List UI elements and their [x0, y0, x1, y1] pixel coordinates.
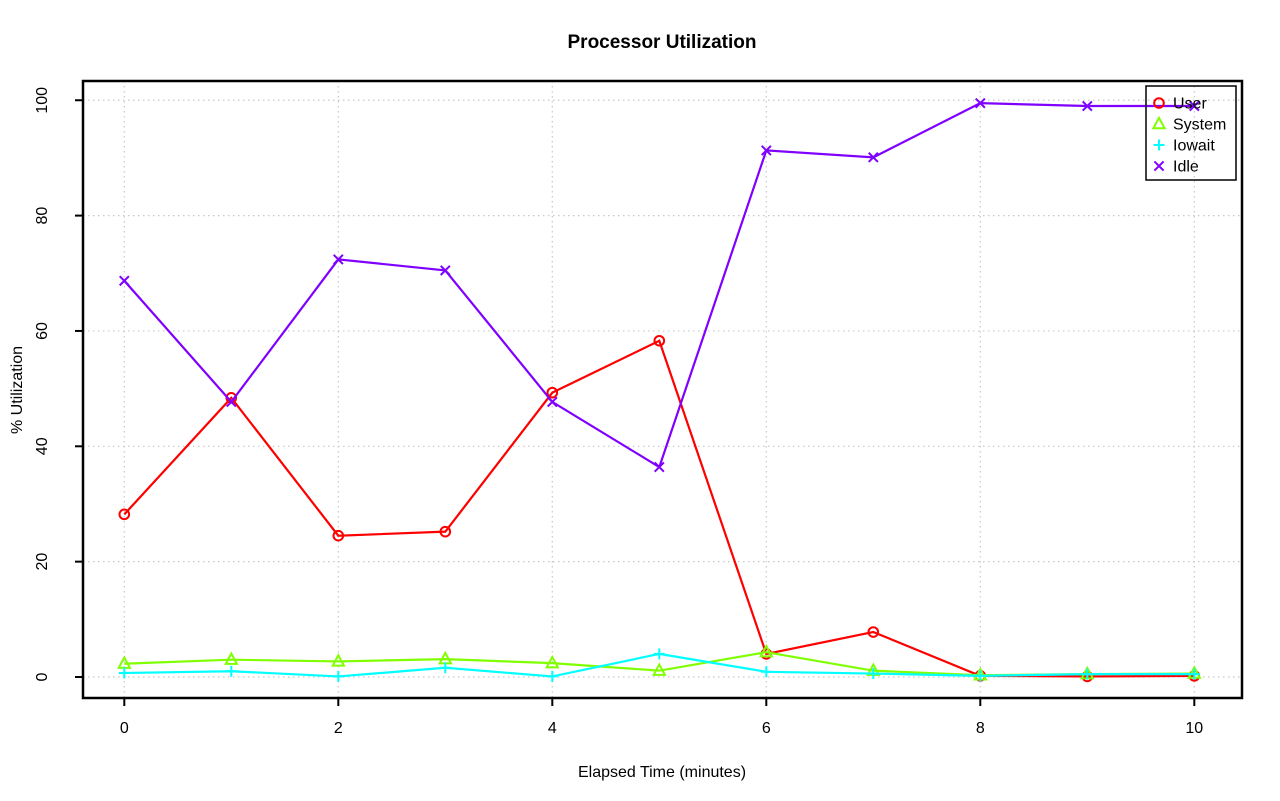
legend-x-icon: [1153, 160, 1165, 172]
series-iowait-point: [653, 648, 665, 660]
series-system-point: [652, 662, 667, 676]
series-iowait-point: [1081, 668, 1093, 680]
y-tick-label: 100: [34, 87, 51, 114]
legend-item-system: System: [1151, 115, 1226, 134]
y-axis-title: % Utilization: [9, 346, 26, 434]
legend-label: Iowait: [1173, 138, 1215, 155]
series-idle-point: [332, 254, 344, 265]
series-user-point: [546, 386, 559, 399]
series-system-point: [759, 643, 774, 658]
x-tick-label: 4: [548, 720, 557, 737]
legend-box: [1145, 85, 1237, 181]
series-system-point: [545, 654, 560, 669]
x-tick-label: 0: [120, 720, 129, 737]
series-idle-point: [118, 275, 130, 287]
x-axis-title: Elapsed Time (minutes): [578, 764, 746, 781]
chart-title: Processor Utilization: [568, 32, 757, 53]
y-tick-label: 0: [34, 672, 51, 681]
y-tick-label: 20: [34, 553, 51, 571]
legend-label: Idle: [1173, 159, 1199, 176]
legend-item-iowait: Iowait: [1153, 138, 1215, 155]
series-idle-point: [974, 97, 986, 109]
series-user-point: [867, 626, 880, 638]
series-iowait-point: [867, 668, 879, 680]
series-iowait-point: [546, 670, 558, 682]
series-user-point: [118, 508, 131, 521]
legend-circle-icon: [1153, 97, 1165, 109]
x-tick-label: 10: [1185, 720, 1203, 737]
series-system-point: [224, 651, 239, 665]
series-iowait-point: [1188, 668, 1200, 680]
series-user-point: [653, 334, 666, 347]
series-idle-point: [653, 461, 665, 473]
y-tick-label: 80: [34, 207, 51, 225]
series-idle-point: [1081, 100, 1093, 112]
series-iowait-point: [974, 670, 986, 682]
legend-triangle-icon: [1151, 115, 1167, 130]
series-idle-point: [760, 145, 772, 156]
series-iowait-point: [760, 666, 772, 678]
series-idle-point: [439, 265, 451, 276]
x-tick-label: 8: [976, 720, 985, 737]
plot-border: [81, 79, 1244, 700]
legend-plus-icon: [1153, 139, 1165, 151]
x-tick-label: 6: [762, 720, 771, 737]
series-system-point: [331, 653, 346, 667]
legend-label: System: [1173, 117, 1226, 134]
x-tick-label: 2: [334, 720, 343, 737]
series-idle-point: [1188, 100, 1200, 112]
series-idle-point: [867, 152, 879, 163]
legend-group: User System Iowait Idle: [1145, 85, 1237, 181]
series-iowait-point: [225, 665, 237, 677]
legend-label: User: [1173, 96, 1207, 113]
legend-item-user: User: [1153, 96, 1207, 113]
legend-item-idle: Idle: [1153, 159, 1199, 176]
series-user-point: [332, 529, 345, 542]
series-user-point: [439, 525, 452, 538]
series-iowait-point: [118, 667, 130, 679]
y-tick-label: 60: [34, 322, 51, 340]
gridlines-group: [83, 81, 1242, 698]
series-iowait-point: [439, 662, 451, 674]
series-idle-point: [225, 396, 237, 408]
series-iowait-point: [332, 670, 344, 682]
series-idle-point: [546, 396, 558, 408]
series-group: [117, 97, 1202, 683]
series-idle-line: [123, 102, 1195, 469]
y-tick-label: 40: [34, 437, 51, 455]
series-user-line: [123, 339, 1195, 678]
